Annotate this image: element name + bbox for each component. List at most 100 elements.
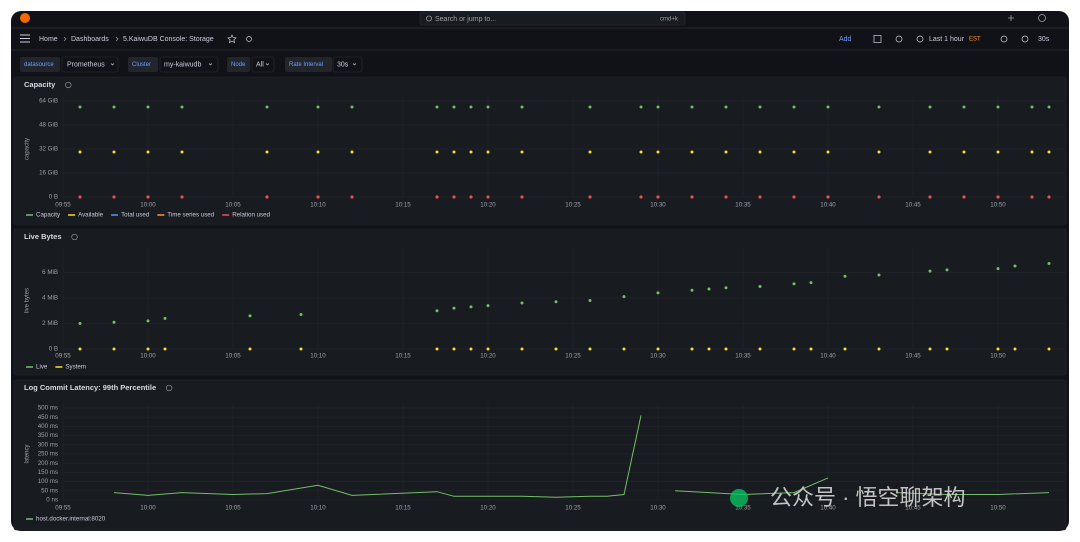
x-tick-label: 09:55 [55,353,71,360]
data-point [452,195,456,199]
variable-value[interactable]: my-kaiwudb [164,61,201,68]
x-tick-label: 10:25 [565,505,581,512]
data-point [316,150,320,154]
data-point [588,195,592,199]
data-point [520,195,524,199]
variable-label: Rate Interval [289,62,323,68]
data-point [826,150,830,154]
zoom-out-icon[interactable] [1000,35,1008,43]
y-tick-label: 32 GiB [39,146,58,153]
data-point [724,195,728,199]
data-point [78,347,82,351]
data-point [350,150,354,154]
data-point [724,105,728,109]
y-tick-label: 4 MiB [42,295,58,302]
panel [13,228,1067,376]
y-tick-label: 6 MiB [42,269,58,276]
settings-icon[interactable] [895,35,903,43]
info-icon [166,384,173,392]
x-tick-label: 10:10 [310,353,326,360]
data-point [843,274,847,278]
legend-label: Capacity [36,212,61,219]
new-icon[interactable] [1008,15,1014,21]
data-point [146,195,150,199]
y-tick-label: 0 B [49,194,58,201]
x-tick-label: 10:30 [650,505,666,512]
data-point [146,150,150,154]
logo[interactable] [20,13,30,23]
shortcut: cmd+k [660,17,679,23]
legend-label: host.docker.internal:8020 [36,516,106,523]
data-point [758,105,762,109]
x-tick-label: 10:50 [990,202,1006,209]
variable-select[interactable] [61,56,119,73]
data-point [265,105,269,109]
data-point [809,347,813,351]
variable-select[interactable] [251,56,275,73]
data-point [486,304,490,308]
data-point [945,347,949,351]
data-point [520,150,524,154]
x-tick-label: 10:45 [905,353,921,360]
data-point [792,105,796,109]
data-point [792,282,796,286]
data-point [486,150,490,154]
legend-label: System [65,364,86,371]
data-point [1013,347,1017,351]
data-point [724,347,728,351]
refresh-icon[interactable] [1021,35,1029,43]
breadcrumb-dashboards[interactable]: Dashboards [71,36,109,43]
y-tick-label: 100 ms [38,478,58,485]
data-point [180,150,184,154]
variable-select[interactable] [332,56,363,73]
x-tick-label: 10:05 [225,353,241,360]
clock-icon [916,35,924,43]
y-tick-label: 50 ms [41,487,58,494]
x-tick-label: 10:00 [140,202,156,209]
x-tick-label: 10:15 [395,353,411,360]
data-point [690,105,694,109]
data-point [265,150,269,154]
info-icon [71,233,78,241]
data-point [928,347,932,351]
time-range[interactable]: Last 1 hour [929,36,965,43]
watermark: 公众号 · 悟空聊架构 [770,485,966,510]
breadcrumb-home[interactable]: Home [39,36,58,43]
y-tick-label: 64 GiB [39,98,58,105]
data-point [520,105,524,109]
variable-value[interactable]: 30s [337,61,349,68]
x-tick-label: 10:20 [480,202,496,209]
data-point [452,306,456,310]
data-point [486,195,490,199]
menu-icon[interactable] [20,34,30,43]
data-point [112,105,116,109]
x-tick-label: 10:30 [650,353,666,360]
panel-title: Capacity [24,80,56,89]
variable-value[interactable]: Prometheus [67,61,105,68]
save-icon[interactable] [873,35,882,43]
panel [13,76,1067,226]
x-tick-label: 10:40 [820,353,836,360]
search-box[interactable] [419,11,686,26]
variable-value[interactable]: All [256,61,264,68]
data-point [112,320,116,324]
add-button[interactable]: Add [839,36,852,43]
x-tick-label: 10:40 [820,202,836,209]
data-point [690,150,694,154]
data-point [962,150,966,154]
data-point [316,195,320,199]
variable-select[interactable] [159,56,219,73]
y-tick-label: 400 ms [38,423,58,430]
star-icon[interactable] [227,34,237,44]
data-point [724,150,728,154]
y-axis-label: live bytes [25,288,31,313]
x-tick-label: 10:50 [990,353,1006,360]
x-tick-label: 10:45 [905,202,921,209]
help-icon[interactable] [1038,14,1046,22]
variable-label-box [227,57,250,72]
refresh-interval[interactable]: 30s [1038,36,1050,43]
share-icon[interactable] [246,36,252,42]
y-tick-label: 2 MiB [42,320,58,327]
search-placeholder[interactable]: Search or jump to... [435,16,496,23]
watermark-icon [730,489,748,507]
